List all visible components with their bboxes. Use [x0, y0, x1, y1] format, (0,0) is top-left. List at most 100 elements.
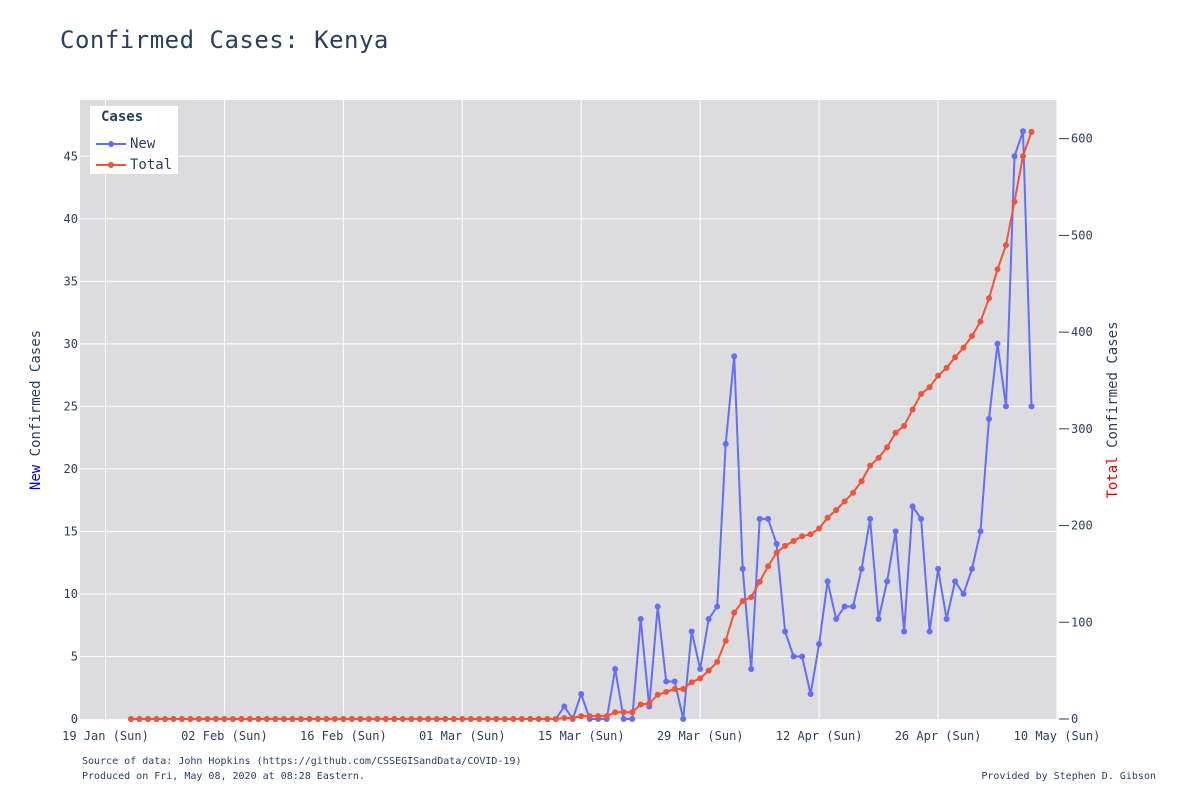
data-point-new — [714, 603, 721, 610]
data-point-total — [926, 384, 933, 391]
data-point-total — [994, 266, 1001, 273]
y-right-tick-label: 300 — [1071, 422, 1093, 436]
data-point-new — [790, 653, 797, 660]
data-point-total — [416, 716, 423, 722]
data-point-new — [807, 691, 814, 697]
data-point-total — [714, 658, 721, 665]
data-point-total — [748, 594, 755, 601]
data-point-new — [858, 565, 865, 572]
data-point-new — [1003, 403, 1009, 410]
data-point-new — [1028, 403, 1035, 410]
data-point-new — [926, 628, 933, 635]
data-point-total — [671, 686, 678, 692]
data-point-total — [280, 716, 287, 722]
data-point-new — [739, 565, 746, 572]
y-right-tick-label: 600 — [1071, 132, 1093, 146]
data-point-new — [578, 691, 585, 697]
data-point-total — [399, 716, 406, 722]
y-left-tick-label: 0 — [71, 712, 78, 726]
data-point-total — [229, 716, 236, 722]
data-point-total — [153, 716, 160, 722]
data-point-new — [637, 616, 644, 622]
data-point-total — [680, 686, 687, 692]
data-point-total — [476, 716, 483, 722]
data-point-new — [960, 590, 967, 597]
legend[interactable]: Cases New Total — [90, 106, 178, 174]
legend-label-total: Total — [130, 157, 173, 173]
chart-title: Confirmed Cases: Kenya — [60, 26, 389, 54]
y-left-tick-label: 20 — [64, 462, 78, 476]
data-point-new — [680, 716, 687, 722]
data-point-total — [629, 709, 636, 716]
data-point-total — [484, 716, 491, 722]
legend-label-new: New — [130, 136, 156, 152]
data-point-total — [1028, 128, 1035, 135]
data-point-new — [722, 440, 729, 447]
data-point-total — [527, 716, 534, 722]
data-point-total — [544, 716, 551, 722]
data-point-total — [969, 333, 975, 339]
data-point-total — [561, 715, 568, 721]
data-point-new — [697, 666, 704, 672]
data-point-total — [382, 716, 389, 722]
data-point-new — [1011, 153, 1018, 160]
data-point-total — [620, 709, 627, 716]
data-point-total — [331, 716, 338, 722]
data-point-new — [901, 628, 908, 635]
data-point-total — [272, 716, 279, 722]
data-point-new — [935, 565, 942, 572]
data-point-total — [145, 716, 151, 722]
data-point-new — [731, 353, 738, 360]
data-point-total — [442, 716, 449, 722]
data-point-total — [128, 716, 134, 722]
data-point-total — [535, 716, 542, 722]
data-point-total — [977, 318, 984, 325]
y-right-tick-label: 0 — [1071, 712, 1078, 726]
data-point-new — [688, 628, 695, 635]
data-point-new — [918, 515, 925, 522]
y-axis-left-label-highlight: New — [28, 464, 44, 491]
data-point-total — [204, 716, 211, 722]
data-point-new — [816, 641, 823, 647]
y-axis-right-label-highlight: Total — [1105, 456, 1121, 499]
source-note: Source of data: John Hopkins (https://gi… — [82, 756, 522, 767]
x-tick-label: 29 Mar (Sun) — [657, 729, 744, 743]
data-point-total — [263, 716, 270, 722]
data-point-new — [875, 616, 882, 622]
y-left-tick-label: 25 — [64, 399, 78, 413]
data-point-new — [773, 540, 780, 547]
x-tick-label: 15 Mar (Sun) — [538, 729, 625, 743]
legend-item-total[interactable]: Total — [96, 156, 172, 174]
data-point-total — [340, 716, 347, 722]
data-point-total — [943, 364, 950, 371]
x-tick-label: 19 Jan (Sun) — [62, 729, 149, 743]
legend-title: Cases — [101, 109, 144, 125]
y-axis-left-label: New Confirmed Cases — [28, 330, 44, 490]
data-point-total — [578, 713, 585, 720]
data-point-total — [731, 609, 738, 616]
data-point-total — [799, 533, 806, 540]
data-point-total — [425, 716, 432, 722]
x-tick-label: 01 Mar (Sun) — [419, 729, 506, 743]
data-point-total — [765, 563, 772, 570]
data-point-new — [994, 340, 1001, 347]
data-point-total — [909, 406, 916, 413]
legend-item-new[interactable]: New — [96, 135, 155, 153]
data-point-total — [841, 498, 848, 505]
data-point-total — [595, 713, 602, 720]
data-point-new — [671, 678, 678, 685]
data-point-total — [858, 478, 865, 485]
data-point-new — [663, 678, 670, 685]
data-point-total — [221, 716, 228, 722]
data-point-total — [646, 700, 653, 707]
data-point-new — [1020, 128, 1026, 135]
data-point-new — [969, 565, 975, 572]
y-right-tick-label: 500 — [1071, 228, 1093, 242]
data-point-total — [314, 716, 321, 722]
data-point-new — [654, 603, 661, 610]
data-point-total — [510, 716, 517, 722]
data-point-total — [790, 538, 797, 544]
data-point-total — [603, 713, 610, 720]
data-point-total — [365, 716, 372, 722]
